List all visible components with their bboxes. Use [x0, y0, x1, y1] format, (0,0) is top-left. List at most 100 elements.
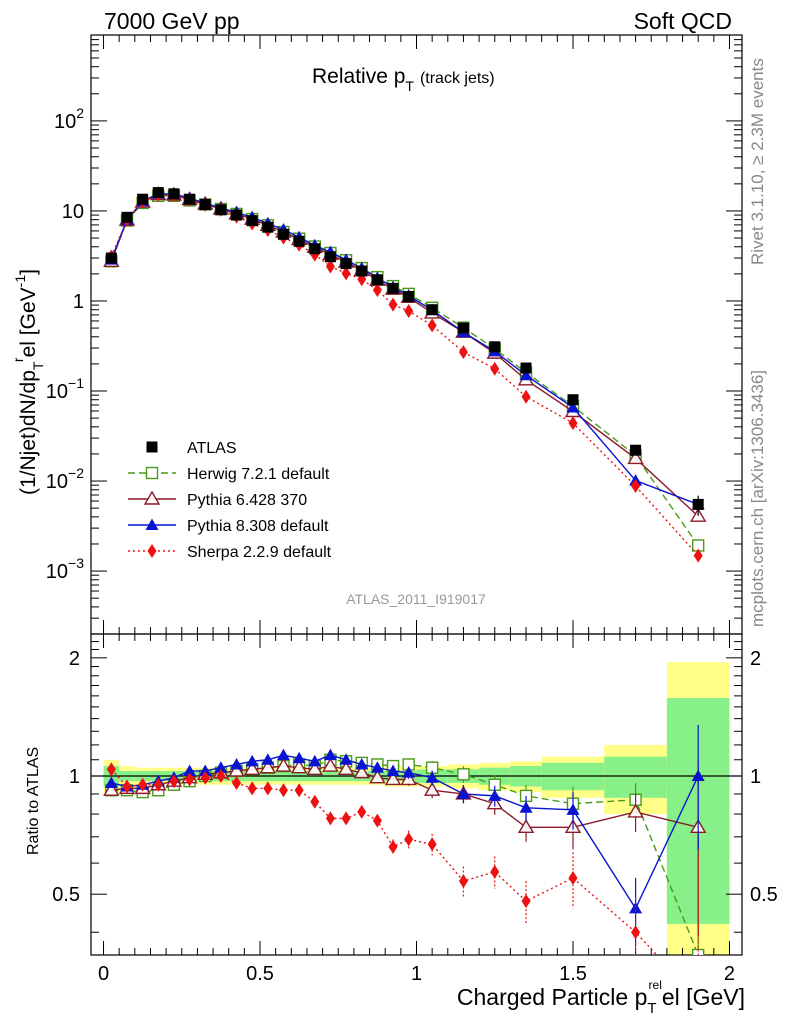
- ratio-point-py8: [292, 751, 306, 764]
- point-sherpa: [458, 345, 468, 360]
- atlas-point: [387, 282, 399, 294]
- atlas-point: [105, 252, 117, 264]
- atlas-point: [293, 235, 305, 247]
- atlas-point: [340, 258, 352, 270]
- ratio-point-sherpa: [521, 894, 531, 909]
- ratio-point-sherpa: [294, 783, 304, 798]
- atlas-point: [152, 187, 164, 199]
- ratio-tick-label: 0.5: [52, 884, 80, 906]
- point-sherpa: [404, 304, 414, 319]
- ratio-point-sherpa: [169, 774, 179, 789]
- ratio-point-py6: [243, 760, 261, 776]
- y-tick-base: 10: [46, 471, 68, 493]
- x-label-sup: rel: [649, 978, 662, 992]
- ratio-tick-label-right: 2: [750, 648, 761, 670]
- legend: ATLAS Herwig 7.2.1 default Pythia 6.428 37…: [128, 440, 332, 561]
- header-left: 7000 GeV pp: [104, 8, 240, 34]
- ratio-point-py8: [425, 771, 439, 783]
- ratio-point-py6: [353, 764, 370, 779]
- ratio-point-sherpa: [568, 870, 578, 885]
- x-tick-label: 0.5: [246, 963, 274, 985]
- y-label-close: ]: [17, 269, 40, 275]
- y-label-exp: -1: [12, 275, 28, 288]
- legend-marker-py8: [145, 518, 159, 530]
- ratio-line-sherpa: [110, 768, 658, 955]
- atlas-point: [403, 291, 415, 303]
- ratio-point-sherpa: [278, 783, 288, 798]
- ratio-tick-label: 1: [69, 766, 80, 788]
- ratio-point-sherpa: [310, 794, 320, 809]
- ratio-point-py6: [259, 759, 277, 774]
- ratio-point-sherpa: [247, 781, 257, 796]
- ratio-point-sherpa: [404, 832, 414, 847]
- atlas-point: [168, 188, 180, 200]
- legend-label-sherpa: Sherpa 2.2.9 default: [187, 544, 332, 561]
- ratio-point-py6: [369, 769, 386, 784]
- ratio-point-py8: [691, 769, 705, 782]
- ratio-point-sherpa: [106, 762, 116, 777]
- x-tick-label: 1.5: [559, 963, 587, 985]
- ratio-point-py8: [339, 753, 353, 765]
- ratio-point-py8: [629, 901, 643, 914]
- y-label-tail: el [GeV: [17, 287, 40, 357]
- ratio-point-py8: [261, 753, 275, 765]
- ratio-point-sherpa: [153, 777, 163, 792]
- ratio-point-py8: [402, 766, 416, 778]
- ratio-point-herwig: [691, 948, 705, 955]
- watermark: ATLAS_2011_I919017: [346, 591, 486, 607]
- x-label-main: Charged Particle p: [457, 984, 648, 1010]
- y-label-sup: r: [10, 357, 26, 362]
- point-sherpa: [427, 318, 437, 333]
- point-py8: [519, 368, 533, 381]
- atlas-point: [520, 362, 532, 374]
- ratio-point-sherpa: [232, 775, 242, 790]
- ratio-point-sherpa: [263, 781, 273, 796]
- side-mcplots: mcplots.cern.ch [arXiv:1306.3436]: [748, 370, 767, 627]
- header-right: Soft QCD: [634, 8, 732, 34]
- atlas-point: [457, 322, 469, 334]
- point-py6: [627, 450, 644, 465]
- ratio-point-sherpa: [372, 813, 382, 828]
- ratio-point-py8: [230, 757, 244, 770]
- atlas-point: [371, 274, 383, 286]
- ratio-point-py8: [386, 764, 400, 776]
- atlas-point: [246, 215, 258, 227]
- ratio-point-py8: [456, 787, 470, 799]
- point-sherpa: [341, 266, 351, 281]
- ratio-y-label: Ratio to ATLAS: [25, 747, 42, 855]
- ratio-point-sherpa: [122, 779, 132, 794]
- ratio-point-sherpa: [185, 772, 195, 787]
- ratio-point-py8: [370, 761, 384, 773]
- legend-marker-py6: [143, 490, 161, 505]
- y-tick-exp: −3: [68, 555, 84, 571]
- ratio-point-py6: [337, 760, 355, 776]
- y-tick-label: 1: [73, 291, 84, 313]
- x-tick-label: 1: [411, 963, 422, 985]
- ratio-point-sherpa: [341, 811, 351, 826]
- ratio-point-py8: [198, 764, 212, 776]
- ratio-point-sherpa: [357, 804, 367, 819]
- ratio-tick-label-right: 1: [750, 766, 761, 788]
- ratio-point-sherpa: [388, 839, 398, 854]
- point-py8: [566, 400, 580, 413]
- ratio-point-py8: [276, 748, 290, 761]
- ratio-point-py6: [306, 760, 323, 776]
- x-label-sub: T: [647, 1000, 656, 1017]
- y-label-main: (1/Njet)dN/dp: [17, 370, 40, 495]
- side-rivet: Rivet 3.1.10, ≥ 2.3M events: [748, 58, 767, 265]
- y-tick-label: 102: [54, 105, 84, 133]
- y-tick-exp: −1: [68, 375, 84, 391]
- ratio-point-py8: [355, 757, 369, 770]
- legend-marker-sherpa: [147, 544, 157, 558]
- ratio-point-sherpa: [458, 874, 468, 889]
- y-tick-label: 10−2: [46, 465, 84, 493]
- main-series: [103, 186, 707, 563]
- ratio-point-sherpa: [138, 777, 148, 792]
- atlas-point: [262, 221, 274, 233]
- point-sherpa: [631, 479, 641, 494]
- legend-label-herwig: Herwig 7.2.1 default: [187, 466, 330, 483]
- atlas-point: [137, 193, 149, 205]
- ratio-point-py8: [104, 776, 118, 788]
- ratio-point-py6: [275, 757, 292, 772]
